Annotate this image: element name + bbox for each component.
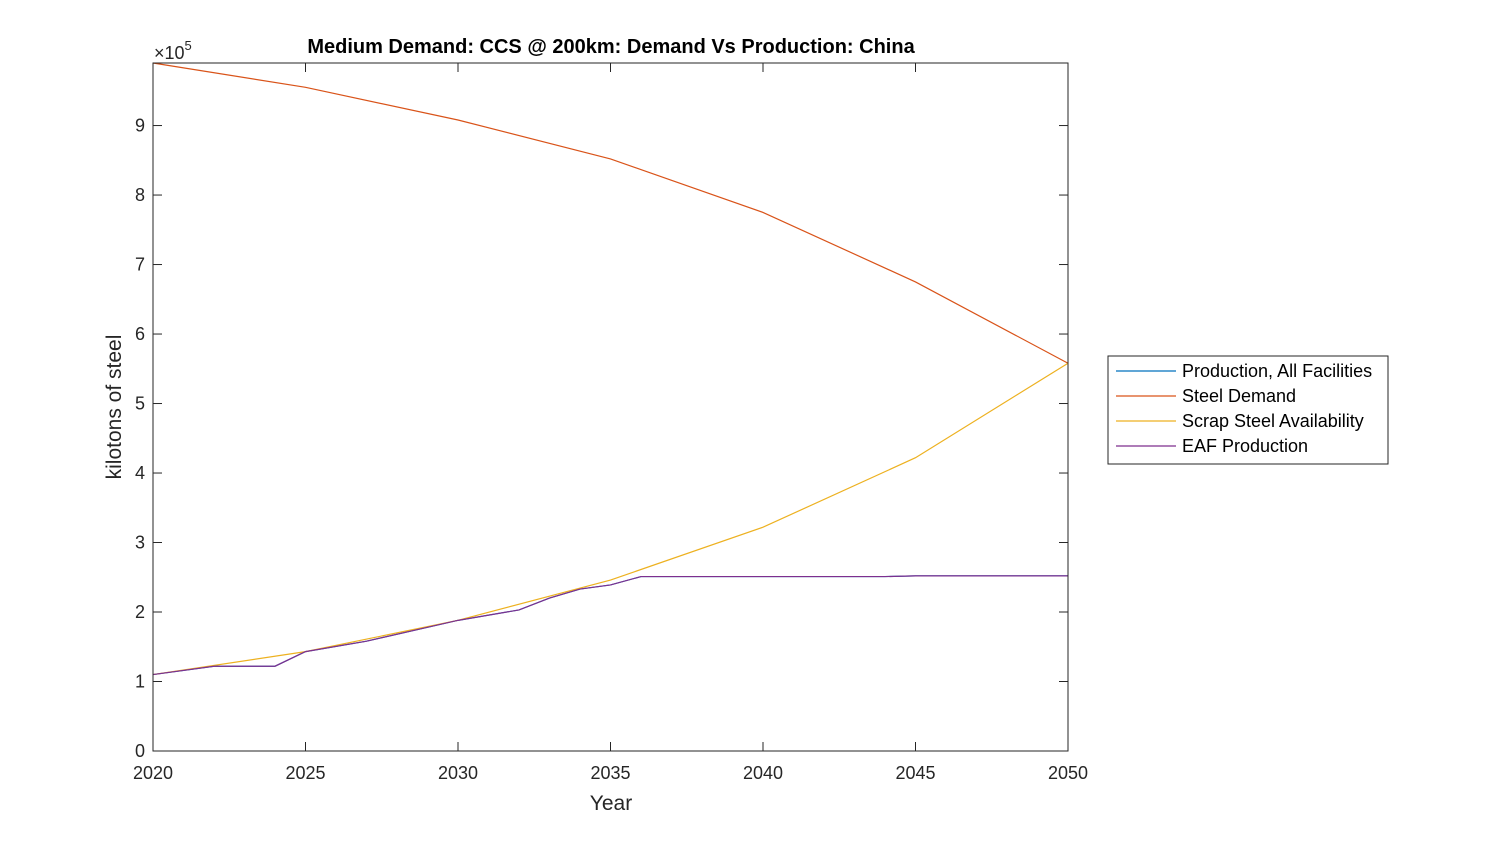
y-tick-label: 1 [135,672,145,692]
y-tick-label: 4 [135,463,145,483]
legend-label: Steel Demand [1182,386,1296,406]
plot-background [153,63,1068,751]
y-tick-label: 6 [135,324,145,344]
y-axis-exponent: ×105 [154,38,192,63]
plot-area [152,62,1069,751]
y-axis-label: kilotons of steel [103,335,126,480]
y-tick-label: 8 [135,185,145,205]
legend-label: Scrap Steel Availability [1182,411,1364,431]
y-tick-label: 5 [135,394,145,414]
y-tick-label: 0 [135,741,145,761]
chart-title: Medium Demand: CCS @ 200km: Demand Vs Pr… [307,36,915,58]
x-tick-label: 2040 [743,763,783,783]
x-tick-label: 2045 [895,763,935,783]
axes: 2020 2025 2030 2035 2040 2045 2050 0 1 2 3 4 5 6 7 8 9 [133,62,1088,783]
y-axis-exponent-power: 5 [185,38,192,53]
y-tick-label: 7 [135,255,145,275]
y-axis-exponent-base: ×10 [154,43,185,63]
y-tick-label: 9 [135,116,145,136]
x-axis-label: Year [590,792,632,815]
x-tick-label: 2020 [133,763,173,783]
x-tick-label: 2050 [1048,763,1088,783]
series-line-2 [152,62,1069,364]
x-tick-label: 2025 [285,763,325,783]
y-tick-label: 2 [135,602,145,622]
series-line-4 [152,575,1068,676]
y-tick-label: 3 [135,533,145,553]
x-tick-label: 2035 [590,763,630,783]
legend-label: EAF Production [1182,436,1308,456]
legend-label: Production, All Facilities [1182,361,1372,381]
legend: Production, All Facilities Steel Demand Sc… [1107,355,1389,465]
x-tick-label: 2030 [438,763,478,783]
